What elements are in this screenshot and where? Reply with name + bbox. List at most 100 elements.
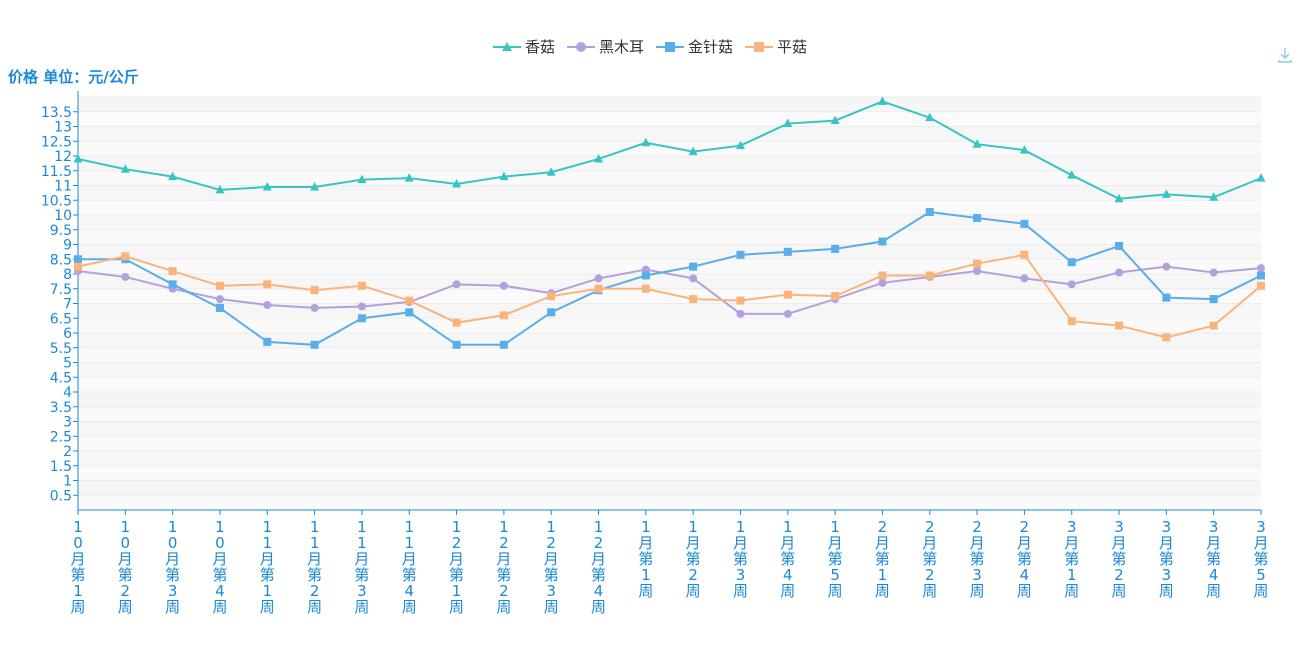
data-point (689, 262, 698, 271)
data-point (405, 308, 414, 317)
data-point (736, 250, 745, 259)
data-point (168, 280, 177, 289)
grid-band (78, 480, 1261, 496)
data-point (736, 296, 745, 305)
data-point (1256, 173, 1266, 182)
x-tick-label: 3 月第 5 周 (1253, 518, 1268, 600)
data-point (263, 280, 272, 289)
y-tick-label: 8.5 (50, 252, 72, 268)
grid-band (78, 303, 1261, 319)
data-point (878, 237, 887, 246)
data-point (74, 255, 82, 264)
x-tick-label: 1 0 月第 1 周 (70, 518, 85, 616)
series-line (77, 253, 1262, 339)
y-tick-label: 10 (54, 208, 72, 224)
data-point (1209, 268, 1218, 277)
y-tick-label: 7 (63, 297, 72, 313)
series-line (77, 100, 1262, 200)
y-tick-label: 12 (54, 149, 72, 165)
grid-band (78, 185, 1261, 201)
y-tick-label: 11.5 (41, 164, 72, 180)
x-tick-label: 3 月第 3 周 (1159, 518, 1174, 600)
x-tick-label: 1 月第 2 周 (686, 518, 701, 600)
y-tick-label: 1 (63, 474, 72, 490)
data-point (499, 340, 508, 349)
data-point (1067, 280, 1076, 289)
y-tick-label: 2.5 (50, 429, 72, 445)
data-point (594, 153, 604, 163)
y-tick-label: 5 (63, 356, 72, 372)
grid-band (78, 156, 1261, 171)
data-point (546, 167, 556, 176)
data-point (783, 247, 792, 256)
legend-item[interactable]: 平菇 (745, 36, 807, 57)
x-tick-label: 1 月第 4 周 (780, 518, 795, 600)
grid-band (78, 406, 1261, 422)
data-point (357, 174, 367, 184)
legend-label: 平菇 (777, 38, 808, 56)
data-point (736, 309, 745, 318)
data-point (1067, 170, 1077, 179)
y-tick-label: 8 (63, 267, 72, 283)
data-point (594, 284, 603, 293)
grid-band (78, 318, 1261, 333)
data-point (74, 262, 82, 271)
data-point (641, 284, 650, 293)
data-point (310, 303, 319, 312)
grid-band (78, 451, 1261, 466)
legend-item[interactable]: 香菇 (492, 36, 555, 57)
data-point (1019, 145, 1029, 154)
legend-marker (566, 41, 595, 52)
x-tick-label: 1 1 月第 3 周 (354, 518, 369, 616)
data-point (973, 213, 982, 222)
grid-band (78, 274, 1261, 289)
legend-item[interactable]: 金针菇 (656, 36, 733, 57)
data-point (499, 311, 508, 320)
grid-band (78, 465, 1261, 481)
data-point (1162, 333, 1171, 342)
data-point (689, 295, 698, 304)
legend-item[interactable]: 黑木耳 (566, 36, 644, 57)
data-point (215, 295, 224, 304)
data-point (73, 153, 83, 163)
download-icon[interactable] (1276, 46, 1294, 64)
grid-band (78, 170, 1261, 186)
data-point (547, 292, 556, 301)
data-point (499, 171, 509, 181)
data-point (121, 272, 130, 281)
data-point (1115, 321, 1124, 330)
y-tick-label: 13 (54, 120, 72, 136)
y-tick-label: 3.5 (50, 400, 72, 416)
data-point (1257, 264, 1265, 273)
y-tick-label: 6 (63, 326, 72, 342)
data-point (1020, 274, 1029, 283)
data-point (1257, 271, 1265, 280)
data-point (1162, 293, 1171, 302)
data-point (452, 179, 462, 188)
data-point (262, 181, 272, 191)
data-point (215, 184, 225, 194)
x-tick-label: 1 2 月第 3 周 (544, 518, 559, 616)
data-point (1020, 219, 1029, 228)
data-point (404, 173, 414, 182)
data-point (925, 208, 934, 217)
y-tick-label: 9.5 (50, 223, 72, 239)
series-line (77, 265, 1262, 315)
data-point (263, 337, 272, 346)
y-tick-label: 12.5 (41, 134, 72, 150)
data-point (357, 302, 366, 311)
series-line (78, 211, 1262, 346)
data-point (783, 118, 793, 128)
data-point (168, 171, 178, 181)
legend-marker (745, 41, 774, 52)
x-tick-label: 1 月第 5 周 (828, 518, 843, 600)
x-tick-label: 1 0 月第 2 周 (118, 518, 133, 616)
x-tick-label: 3 月第 2 周 (1112, 518, 1127, 600)
data-point (120, 164, 130, 173)
legend-marker (492, 41, 521, 51)
y-tick-label: 0.5 (50, 488, 72, 504)
x-tick-label: 1 2 月第 1 周 (449, 518, 464, 616)
grid-band (78, 126, 1261, 142)
data-point (357, 314, 366, 323)
grid-band (78, 229, 1261, 245)
